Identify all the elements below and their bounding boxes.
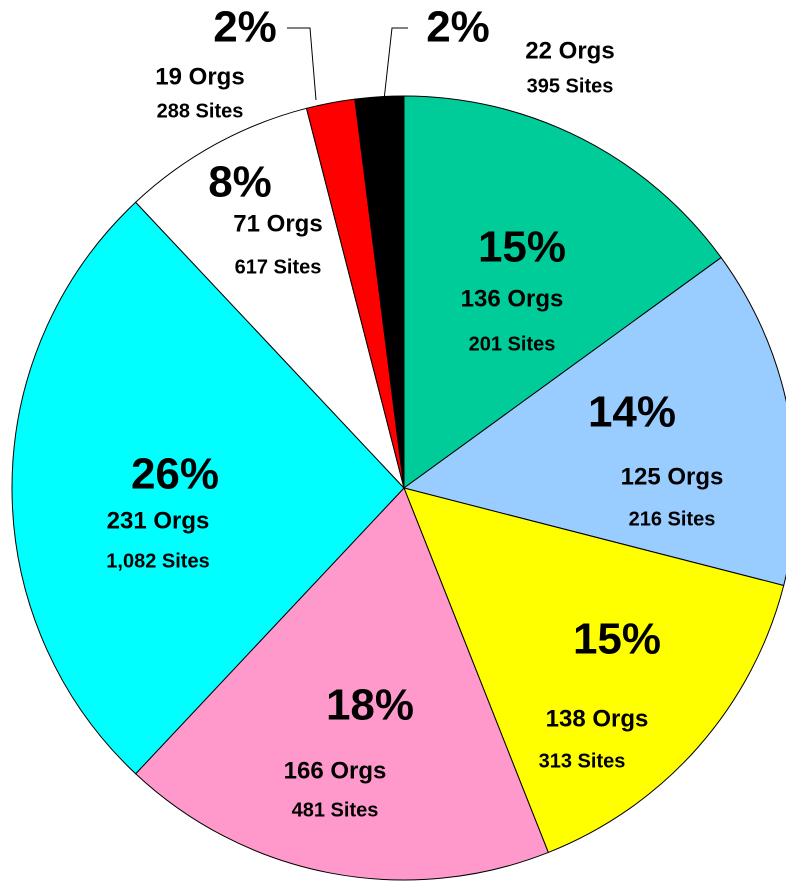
pie-slice — [134, 107, 405, 489]
leader-line — [383, 27, 408, 101]
orgs-label: 125 Orgs — [621, 463, 724, 490]
pie-slice — [354, 95, 405, 489]
leader-line — [287, 27, 317, 101]
percent-label: 15% — [478, 223, 566, 272]
sites-label: 313 Sites — [539, 750, 626, 772]
sites-label: 201 Sites — [469, 333, 556, 355]
orgs-label: 166 Orgs — [284, 757, 387, 784]
sites-label: 617 Sites — [235, 256, 322, 278]
orgs-label: 22 Orgs — [525, 37, 614, 64]
sites-label: 395 Sites — [527, 75, 614, 97]
pie-slice — [402, 256, 786, 587]
orgs-label: 136 Orgs — [461, 285, 564, 312]
orgs-label: 138 Orgs — [546, 705, 649, 732]
pie-slice — [11, 201, 405, 775]
sites-label: 216 Sites — [629, 508, 716, 530]
orgs-label: 19 Orgs — [155, 63, 244, 90]
percent-label: 8% — [208, 158, 272, 207]
sites-label: 288 Sites — [157, 100, 244, 122]
pie-slice — [403, 95, 722, 489]
pie-slice — [403, 487, 785, 854]
orgs-label: 231 Orgs — [107, 507, 210, 534]
sites-label: 1,082 Sites — [106, 550, 209, 572]
orgs-label: 71 Orgs — [233, 210, 322, 237]
percent-label: 26% — [131, 450, 219, 499]
pie-slice — [134, 487, 549, 881]
percent-label: 2% — [426, 3, 490, 52]
percent-label: 18% — [326, 681, 414, 730]
percent-label: 14% — [588, 388, 676, 437]
percent-label: 15% — [573, 615, 661, 664]
percent-label: 2% — [213, 3, 277, 52]
sites-label: 481 Sites — [292, 799, 379, 821]
